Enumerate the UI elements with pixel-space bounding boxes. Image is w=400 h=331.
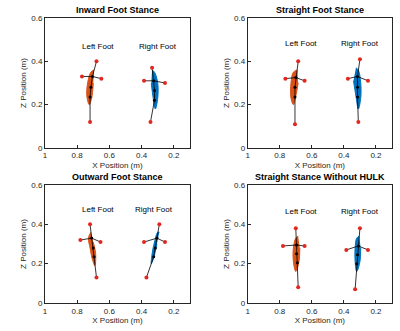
svg-text:Z Position (m): Z Position (m) xyxy=(19,58,28,108)
svg-text:Right Foot: Right Foot xyxy=(341,207,379,216)
svg-text:0: 0 xyxy=(241,144,246,153)
svg-text:Z Position (m): Z Position (m) xyxy=(222,219,231,269)
svg-text:0.4: 0.4 xyxy=(136,307,148,316)
svg-text:0.8: 0.8 xyxy=(72,151,84,160)
svg-text:Left Foot: Left Foot xyxy=(82,42,114,51)
svg-text:Z Position (m): Z Position (m) xyxy=(222,58,231,108)
svg-text:0.2: 0.2 xyxy=(31,259,43,268)
svg-text:0.8: 0.8 xyxy=(274,151,286,160)
svg-text:1: 1 xyxy=(245,307,250,316)
svg-text:0.2: 0.2 xyxy=(234,259,246,268)
svg-text:0.6: 0.6 xyxy=(31,14,43,23)
svg-text:0.2: 0.2 xyxy=(31,100,43,109)
svg-text:X Position (m): X Position (m) xyxy=(295,316,346,325)
svg-text:0.6: 0.6 xyxy=(104,307,116,316)
svg-text:X Position (m): X Position (m) xyxy=(295,161,346,170)
svg-text:Straight Foot Stance: Straight Foot Stance xyxy=(276,5,364,15)
svg-text:Straight Stance Without HULK: Straight Stance Without HULK xyxy=(255,172,385,182)
svg-text:Left Foot: Left Foot xyxy=(285,39,317,48)
svg-text:0.4: 0.4 xyxy=(338,307,350,316)
svg-text:0: 0 xyxy=(241,299,246,308)
svg-text:1: 1 xyxy=(43,151,48,160)
svg-text:0.4: 0.4 xyxy=(31,220,43,229)
svg-text:Right Foot: Right Foot xyxy=(341,39,379,48)
svg-text:0.2: 0.2 xyxy=(370,151,382,160)
svg-text:0.6: 0.6 xyxy=(234,14,246,23)
svg-text:0: 0 xyxy=(38,144,43,153)
svg-text:0.8: 0.8 xyxy=(72,307,84,316)
svg-text:X Position (m): X Position (m) xyxy=(92,161,143,170)
svg-text:0.2: 0.2 xyxy=(370,307,382,316)
svg-text:0.4: 0.4 xyxy=(338,151,350,160)
svg-text:0.6: 0.6 xyxy=(31,181,43,190)
svg-text:1: 1 xyxy=(43,307,48,316)
svg-text:X Position (m): X Position (m) xyxy=(92,316,143,325)
svg-text:0.6: 0.6 xyxy=(306,151,318,160)
svg-text:Outward Foot Stance: Outward Foot Stance xyxy=(72,172,163,182)
svg-text:0.8: 0.8 xyxy=(274,307,286,316)
svg-text:0.6: 0.6 xyxy=(104,151,116,160)
svg-text:0.2: 0.2 xyxy=(234,100,246,109)
svg-text:1: 1 xyxy=(245,151,250,160)
svg-text:0.6: 0.6 xyxy=(234,181,246,190)
svg-text:0.4: 0.4 xyxy=(234,57,246,66)
svg-text:0.6: 0.6 xyxy=(306,307,318,316)
svg-text:0.4: 0.4 xyxy=(234,220,246,229)
svg-text:0: 0 xyxy=(38,299,43,308)
svg-text:0.4: 0.4 xyxy=(31,57,43,66)
svg-text:0.2: 0.2 xyxy=(168,151,180,160)
svg-text:Inward Foot Stance: Inward Foot Stance xyxy=(76,5,159,15)
svg-text:Right Foot: Right Foot xyxy=(139,42,177,51)
svg-text:Right Foot: Right Foot xyxy=(135,205,173,214)
svg-text:Left Foot: Left Foot xyxy=(285,207,317,216)
svg-text:0.4: 0.4 xyxy=(136,151,148,160)
svg-text:Left Foot: Left Foot xyxy=(82,205,114,214)
svg-text:Z Position (m): Z Position (m) xyxy=(19,219,28,269)
svg-text:0.2: 0.2 xyxy=(168,307,180,316)
